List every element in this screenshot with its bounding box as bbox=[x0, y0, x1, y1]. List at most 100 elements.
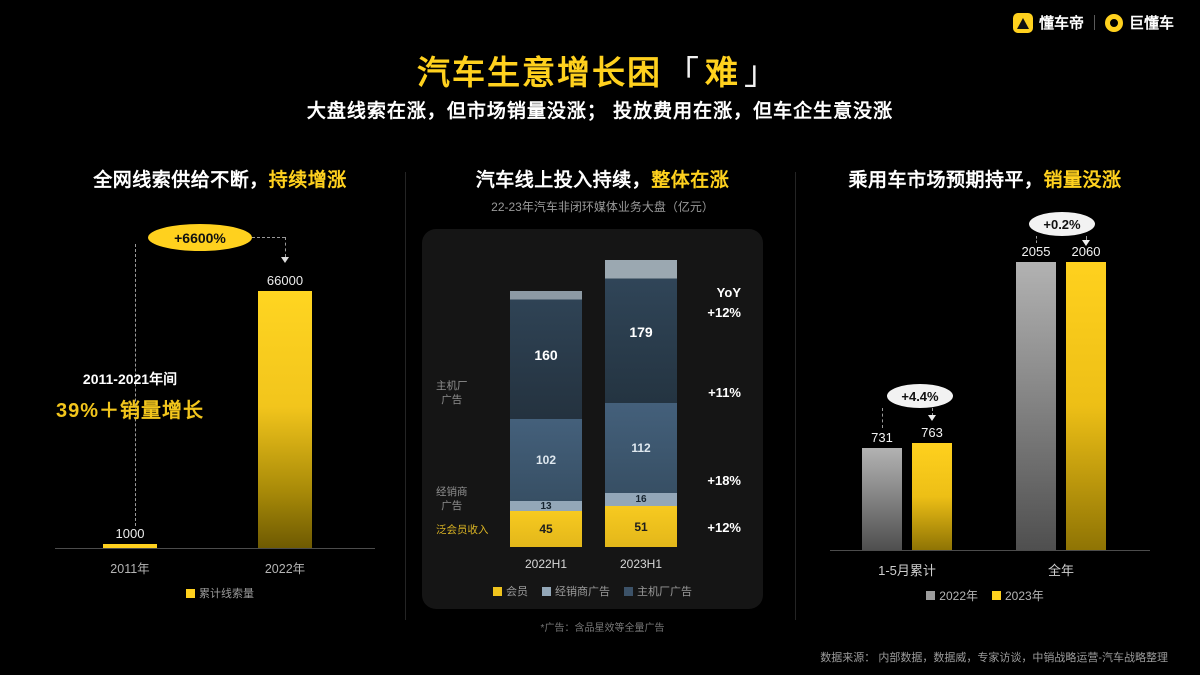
yoy-member: +12% bbox=[707, 520, 741, 535]
legend-label-oem: 主机厂广告 bbox=[637, 586, 692, 598]
ad-footnote: *广告：含品星效等全量广告 bbox=[540, 623, 665, 634]
growth-badge: +6600% bbox=[148, 224, 252, 251]
x-label-2022: 2022年 bbox=[264, 562, 306, 576]
segment-oem-effect-2023: 112 bbox=[605, 403, 677, 493]
stacked-legend: 会员 经销商广告 主机厂广告 bbox=[422, 583, 763, 599]
panel-mid-title-white: 汽车线上投入持续， bbox=[475, 170, 652, 191]
x-label-2022H1: 2022H1 bbox=[524, 557, 568, 571]
row-label-member: 泛会员收入 bbox=[436, 524, 489, 536]
leads-bar-chart: +6600% 2011-2021年间 39%＋销量增长 1000 66000 2… bbox=[40, 204, 400, 579]
segment-oem-brand-2023: 179 bbox=[605, 260, 677, 403]
growth-note: 2011-2021年间 39%＋销量增长 bbox=[40, 369, 220, 423]
growth-note-value: 39%＋销量增长 bbox=[55, 400, 205, 422]
bar-2022-fullyear-rect bbox=[1016, 262, 1056, 550]
legend-item-member: 会员 bbox=[493, 583, 528, 599]
dashed-line bbox=[285, 237, 286, 257]
bar-2022-fullyear-value: 2055 bbox=[1021, 244, 1051, 259]
dongchedi-logo: 懂车帝 bbox=[1012, 12, 1084, 33]
panel-media-spend: 汽车线上投入持续，整体在涨 22-23年汽车非闭环媒体业务大盘（亿元） 主机厂 … bbox=[415, 165, 790, 634]
bar-2011-value: 1000 bbox=[115, 526, 145, 541]
arrow-down-icon bbox=[281, 257, 289, 263]
panel-divider-left bbox=[405, 172, 406, 620]
judongche-logo: 巨懂车 bbox=[1104, 12, 1174, 33]
legend-label-2023: 2023年 bbox=[1005, 589, 1044, 603]
judongche-logo-text: 巨懂车 bbox=[1128, 15, 1174, 32]
panel-mid-title-yellow: 整体在涨 bbox=[651, 170, 730, 191]
panel-left-title-white: 全网线索供给不断， bbox=[93, 170, 269, 191]
brand-logos: 懂车帝 巨懂车 bbox=[1012, 12, 1174, 33]
legend-swatch-dealer bbox=[542, 586, 551, 596]
legend-item-2023: 2023年 bbox=[992, 587, 1044, 604]
legend-swatch-2022 bbox=[926, 591, 936, 600]
bar-2011-rect bbox=[103, 544, 157, 548]
bar-2022-fullyear: 2055 bbox=[1015, 244, 1057, 550]
data-source-note: 数据来源： 内部数据，数据威，专家访谈，中销战略运营-汽车战略整理 bbox=[820, 652, 1168, 664]
panel-divider-right bbox=[795, 172, 796, 620]
legend-label-2022: 2022年 bbox=[939, 589, 978, 603]
dongchedi-icon bbox=[1012, 12, 1033, 33]
legend-item-2022: 2022年 bbox=[926, 587, 978, 604]
legend-label-leads: 累计线索量 bbox=[199, 588, 254, 600]
yoy-header: YoY bbox=[716, 285, 741, 300]
bar-2023-fullyear-rect bbox=[1066, 262, 1106, 550]
dashed-line bbox=[135, 244, 136, 526]
dongchedi-logo-text: 懂车帝 bbox=[1038, 15, 1084, 32]
bar-2022-rect bbox=[258, 291, 312, 548]
dashed-line bbox=[1036, 236, 1037, 243]
panel-right-title: 乘用车市场预期持平，销量没涨 bbox=[805, 165, 1165, 192]
x-label-fullyear: 全年 bbox=[1047, 563, 1074, 578]
judongche-icon bbox=[1104, 13, 1123, 32]
title-bracket-open: 「 bbox=[666, 54, 701, 91]
bar-2023-ytd: 763 bbox=[911, 425, 953, 550]
sales-legend: 2022年 2023年 bbox=[805, 587, 1165, 604]
page-title: 汽车生意增长困「难」 bbox=[0, 46, 1200, 94]
bar-2023-ytd-value: 763 bbox=[921, 425, 943, 440]
panel-leads-supply: 全网线索供给不断，持续增涨 +6600% 2011-2021年间 39%＋销量增… bbox=[40, 165, 400, 601]
title-emphasis: 难 bbox=[705, 54, 740, 91]
x-axis bbox=[55, 548, 375, 549]
bar-2022-value: 66000 bbox=[266, 273, 304, 288]
dashed-line bbox=[252, 237, 285, 238]
leads-legend: 累计线索量 bbox=[40, 585, 400, 601]
bar-2023-fullyear-value: 2060 bbox=[1071, 244, 1101, 259]
legend-item-oem: 主机厂广告 bbox=[624, 583, 692, 599]
panel-market-sales: 乘用车市场预期持平，销量没涨 +4.4% +0.2% 731 763 bbox=[805, 165, 1165, 604]
segment-oem-effect-2022: 102 bbox=[510, 419, 582, 501]
panel-mid-title: 汽车线上投入持续，整体在涨 bbox=[415, 165, 790, 192]
dashed-line bbox=[932, 408, 933, 416]
yoy-oem-effect: +11% bbox=[708, 385, 741, 400]
dashed-line bbox=[882, 408, 883, 428]
bar-2023-fullyear: 2060 bbox=[1065, 244, 1107, 550]
panel-left-title: 全网线索供给不断，持续增涨 bbox=[40, 165, 400, 192]
stacked-chart-card: 主机厂 广告 经销商 广告 泛会员收入 45 13 102 160 51 16 … bbox=[422, 229, 763, 609]
x-axis bbox=[830, 550, 1150, 551]
yoy-oem-brand: +12% bbox=[707, 305, 741, 320]
panel-left-title-yellow: 持续增涨 bbox=[268, 170, 347, 191]
arrow-down-icon bbox=[1082, 240, 1090, 246]
dashed-line bbox=[1086, 236, 1087, 241]
segment-oem-brand-2022: 160 bbox=[510, 291, 582, 419]
segment-member-2023: 51 bbox=[605, 506, 677, 547]
arrow-down-icon bbox=[928, 415, 936, 421]
sales-bar-chart: +4.4% +0.2% 731 763 2055 206 bbox=[805, 200, 1165, 583]
panel-mid-subtitle: 22-23年汽车非闭环媒体业务大盘（亿元） bbox=[491, 200, 714, 214]
stacked-bar-2023H1: 51 16 112 179 bbox=[605, 260, 677, 547]
growth-badge-ytd: +4.4% bbox=[887, 384, 953, 408]
legend-swatch-member bbox=[493, 586, 502, 596]
panel-right-title-white: 乘用车市场预期持平， bbox=[848, 170, 1044, 191]
bar-2022-ytd: 731 bbox=[861, 430, 903, 550]
row-label-oem: 主机厂 广告 bbox=[436, 380, 468, 407]
page-subtitle: 大盘线索在涨，但市场销量没涨； 投放费用在涨，但车企生意没涨 bbox=[306, 101, 894, 122]
bar-2022-ytd-rect bbox=[862, 448, 902, 550]
legend-label-member: 会员 bbox=[506, 586, 528, 598]
x-label-2023H1: 2023H1 bbox=[619, 557, 663, 571]
bar-2022: 66000 bbox=[250, 273, 320, 548]
stacked-bar-2022H1: 45 13 102 160 bbox=[510, 291, 582, 547]
bar-2022-ytd-value: 731 bbox=[871, 430, 893, 445]
panel-right-title-yellow: 销量没涨 bbox=[1043, 170, 1122, 191]
segment-dealer-2023: 16 bbox=[605, 493, 677, 506]
legend-swatch-oem bbox=[624, 586, 633, 596]
legend-swatch-2023 bbox=[992, 591, 1001, 600]
legend-item-dealer: 经销商广告 bbox=[542, 583, 610, 599]
